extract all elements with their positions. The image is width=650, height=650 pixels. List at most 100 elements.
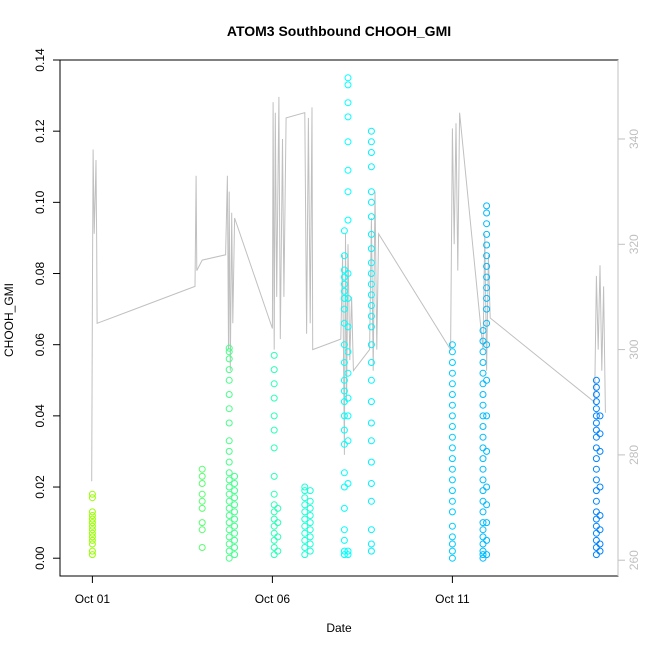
data-point xyxy=(225,554,233,562)
data-point xyxy=(479,391,487,398)
data-point xyxy=(596,483,604,491)
data-point xyxy=(592,405,600,413)
data-point xyxy=(270,366,278,374)
data-point xyxy=(483,447,491,455)
data-point xyxy=(483,305,491,313)
data-point xyxy=(479,327,487,334)
data-point xyxy=(270,544,278,551)
y-tick-label: 0.08 xyxy=(33,262,47,286)
data-point xyxy=(483,319,491,327)
data-point xyxy=(306,497,314,505)
data-point xyxy=(231,544,239,551)
data-point xyxy=(301,494,309,502)
data-point xyxy=(301,483,309,491)
data-point xyxy=(225,547,233,555)
data-point xyxy=(344,437,352,445)
data-point xyxy=(88,536,96,544)
data-point xyxy=(225,519,233,527)
data-point xyxy=(483,230,491,238)
data-point xyxy=(301,529,309,537)
y2-tick-label: 280 xyxy=(627,445,641,465)
data-point xyxy=(448,423,456,430)
data-point xyxy=(340,398,348,406)
data-point xyxy=(231,494,239,502)
data-point xyxy=(344,547,352,555)
data-point xyxy=(479,526,487,534)
data-point xyxy=(270,412,278,420)
data-point xyxy=(270,508,278,516)
data-point xyxy=(448,348,456,356)
data-point xyxy=(479,433,487,441)
data-point xyxy=(225,497,233,505)
data-point xyxy=(340,412,348,420)
data-point xyxy=(367,341,375,349)
data-point xyxy=(479,455,487,463)
y-tick-label: 0.12 xyxy=(33,119,47,143)
data-point xyxy=(448,476,456,484)
y-tick-label: 0.06 xyxy=(33,333,47,357)
x-axis-label: Date xyxy=(326,621,352,635)
data-point xyxy=(479,497,487,505)
data-point xyxy=(448,533,456,541)
data-point xyxy=(483,536,491,544)
data-point xyxy=(596,412,604,420)
data-point xyxy=(479,369,487,377)
y-axis: 0.00 0.02 0.04 0.06 0.08 0.10 0.12 0.14 xyxy=(33,48,60,570)
data-point xyxy=(88,508,96,516)
data-point xyxy=(448,412,456,420)
x-axis: Oct 01 Oct 06 Oct 11 xyxy=(75,576,470,606)
data-point xyxy=(231,536,239,544)
data-point xyxy=(479,412,487,420)
data-point xyxy=(344,551,352,559)
data-point xyxy=(596,447,604,455)
x-tick-label: Oct 11 xyxy=(435,592,470,606)
data-point xyxy=(448,369,456,377)
data-point xyxy=(88,490,96,498)
y-axis-label: CHOOH_GMI xyxy=(2,283,16,357)
data-point xyxy=(448,455,456,463)
data-point xyxy=(479,348,487,356)
data-point xyxy=(225,437,233,445)
data-point xyxy=(270,426,278,434)
data-point xyxy=(270,490,278,498)
data-point xyxy=(270,515,278,523)
data-point xyxy=(270,551,278,559)
data-point xyxy=(340,426,348,434)
data-point xyxy=(344,74,352,82)
data-point xyxy=(340,547,348,555)
y2-tick-label: 260 xyxy=(627,550,641,570)
y2-axis: 260 280 300 320 340 xyxy=(617,60,641,576)
data-point xyxy=(483,412,491,420)
data-point xyxy=(483,483,491,491)
data-point xyxy=(367,526,375,534)
data-point xyxy=(448,540,456,548)
data-point xyxy=(448,508,456,516)
data-point xyxy=(88,515,96,523)
data-point xyxy=(225,405,233,413)
data-point xyxy=(340,227,348,235)
y2-tick-label: 340 xyxy=(627,129,641,149)
data-point xyxy=(225,355,233,363)
data-point xyxy=(344,99,352,107)
data-point xyxy=(592,376,600,384)
data-point xyxy=(592,529,600,537)
data-point xyxy=(479,465,487,473)
data-point xyxy=(88,547,96,555)
data-point xyxy=(198,519,206,527)
data-point xyxy=(340,536,348,544)
data-point xyxy=(448,433,456,441)
data-point xyxy=(198,465,206,473)
data-point xyxy=(274,519,282,527)
data-point xyxy=(596,540,604,548)
data-point xyxy=(367,480,375,487)
data-point xyxy=(592,398,600,406)
data-point xyxy=(198,504,206,512)
data-point xyxy=(344,480,352,487)
x-tick-label: Oct 01 xyxy=(75,592,111,606)
data-point xyxy=(483,220,491,228)
data-point xyxy=(367,312,375,320)
data-point xyxy=(367,497,375,505)
data-point xyxy=(592,522,600,530)
data-point xyxy=(306,487,314,495)
data-point xyxy=(340,387,348,395)
